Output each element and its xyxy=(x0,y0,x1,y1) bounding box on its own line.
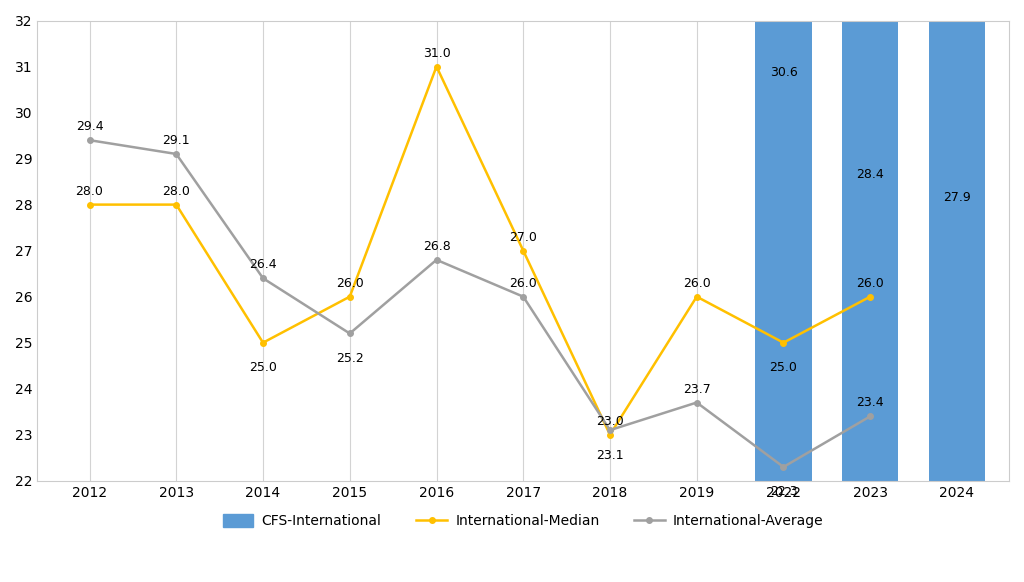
Text: 23.4: 23.4 xyxy=(856,396,884,409)
Text: 28.0: 28.0 xyxy=(163,184,190,198)
Text: 27.0: 27.0 xyxy=(509,230,538,244)
Bar xyxy=(842,0,898,481)
Text: 26.4: 26.4 xyxy=(249,258,276,271)
Text: 23.0: 23.0 xyxy=(596,415,624,428)
Text: 27.9: 27.9 xyxy=(943,191,971,204)
Text: 30.6: 30.6 xyxy=(770,66,798,79)
Legend: CFS-International, International-Median, International-Average: CFS-International, International-Median,… xyxy=(217,509,829,534)
Text: 26.8: 26.8 xyxy=(423,240,451,253)
Text: 23.1: 23.1 xyxy=(596,449,624,462)
Text: 25.0: 25.0 xyxy=(249,361,276,374)
Text: 28.0: 28.0 xyxy=(76,184,103,198)
Text: 22.3: 22.3 xyxy=(770,485,798,498)
Text: 31.0: 31.0 xyxy=(423,47,451,59)
Bar xyxy=(756,0,812,481)
Text: 23.7: 23.7 xyxy=(683,382,711,396)
Text: 28.4: 28.4 xyxy=(856,168,884,180)
Text: 29.1: 29.1 xyxy=(163,134,190,147)
Text: 26.0: 26.0 xyxy=(509,277,538,290)
Text: 26.0: 26.0 xyxy=(856,277,884,290)
Text: 26.0: 26.0 xyxy=(683,277,711,290)
Text: 25.2: 25.2 xyxy=(336,352,364,365)
Text: 29.4: 29.4 xyxy=(76,120,103,133)
Text: 25.0: 25.0 xyxy=(769,361,798,374)
Bar xyxy=(929,0,985,481)
Text: 26.0: 26.0 xyxy=(336,277,364,290)
